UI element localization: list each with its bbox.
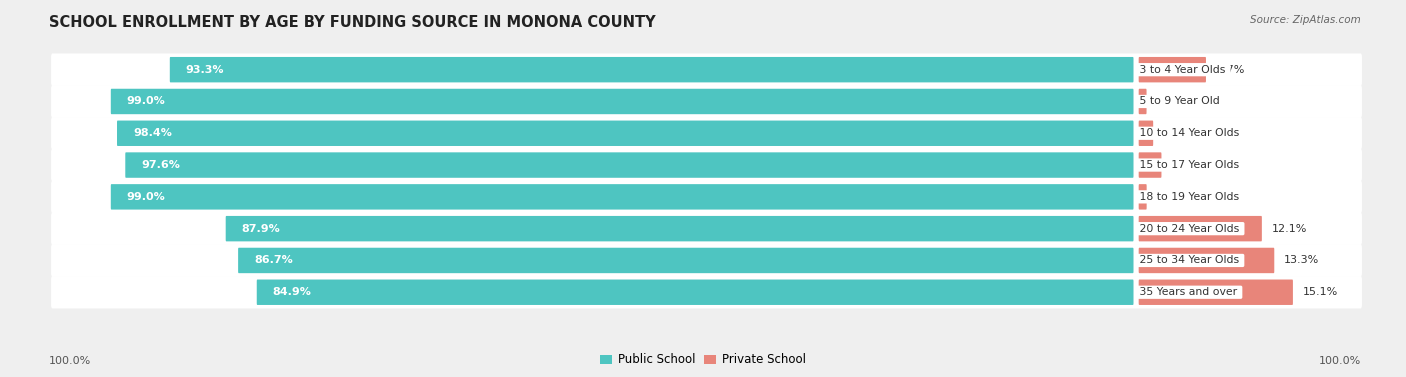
FancyBboxPatch shape: [1139, 152, 1161, 178]
FancyBboxPatch shape: [111, 184, 1133, 210]
Text: 13.3%: 13.3%: [1284, 256, 1319, 265]
FancyBboxPatch shape: [51, 212, 1362, 245]
Text: Source: ZipAtlas.com: Source: ZipAtlas.com: [1250, 15, 1361, 25]
Text: 20 to 24 Year Olds: 20 to 24 Year Olds: [1136, 224, 1243, 234]
FancyBboxPatch shape: [257, 279, 1133, 305]
Text: 100.0%: 100.0%: [1319, 356, 1361, 366]
FancyBboxPatch shape: [51, 149, 1362, 181]
Text: 99.0%: 99.0%: [127, 192, 166, 202]
FancyBboxPatch shape: [125, 152, 1133, 178]
Text: 12.1%: 12.1%: [1271, 224, 1308, 234]
FancyBboxPatch shape: [117, 121, 1133, 146]
FancyBboxPatch shape: [51, 181, 1362, 213]
Text: 25 to 34 Year Olds: 25 to 34 Year Olds: [1136, 256, 1243, 265]
Text: 10 to 14 Year Olds: 10 to 14 Year Olds: [1136, 128, 1243, 138]
FancyBboxPatch shape: [238, 248, 1133, 273]
FancyBboxPatch shape: [1139, 57, 1206, 83]
Text: SCHOOL ENROLLMENT BY AGE BY FUNDING SOURCE IN MONONA COUNTY: SCHOOL ENROLLMENT BY AGE BY FUNDING SOUR…: [49, 15, 655, 30]
Text: 5 to 9 Year Old: 5 to 9 Year Old: [1136, 97, 1223, 106]
Text: 0.96%: 0.96%: [1156, 97, 1192, 106]
FancyBboxPatch shape: [51, 54, 1362, 86]
FancyBboxPatch shape: [170, 57, 1133, 83]
FancyBboxPatch shape: [1139, 216, 1261, 241]
Text: 84.9%: 84.9%: [273, 287, 312, 297]
Text: 99.0%: 99.0%: [127, 97, 166, 106]
FancyBboxPatch shape: [1139, 279, 1294, 305]
Text: 15.1%: 15.1%: [1303, 287, 1339, 297]
Text: 35 Years and over: 35 Years and over: [1136, 287, 1240, 297]
Text: 2.4%: 2.4%: [1171, 160, 1199, 170]
Text: 3 to 4 Year Olds: 3 to 4 Year Olds: [1136, 65, 1229, 75]
FancyBboxPatch shape: [1139, 248, 1274, 273]
Text: 86.7%: 86.7%: [254, 256, 292, 265]
FancyBboxPatch shape: [51, 85, 1362, 118]
Text: 18 to 19 Year Olds: 18 to 19 Year Olds: [1136, 192, 1243, 202]
FancyBboxPatch shape: [51, 276, 1362, 308]
Text: 87.9%: 87.9%: [242, 224, 280, 234]
Text: 100.0%: 100.0%: [49, 356, 91, 366]
Text: 98.4%: 98.4%: [134, 128, 172, 138]
Text: 97.6%: 97.6%: [142, 160, 180, 170]
Text: 1.6%: 1.6%: [1163, 128, 1191, 138]
FancyBboxPatch shape: [1139, 89, 1146, 114]
Text: 0.97%: 0.97%: [1157, 192, 1192, 202]
FancyBboxPatch shape: [51, 244, 1362, 277]
Legend: Public School, Private School: Public School, Private School: [595, 349, 811, 371]
Text: 6.7%: 6.7%: [1216, 65, 1244, 75]
FancyBboxPatch shape: [1139, 184, 1147, 210]
FancyBboxPatch shape: [51, 117, 1362, 150]
Text: 93.3%: 93.3%: [186, 65, 225, 75]
FancyBboxPatch shape: [226, 216, 1133, 241]
Text: 15 to 17 Year Olds: 15 to 17 Year Olds: [1136, 160, 1243, 170]
FancyBboxPatch shape: [111, 89, 1133, 114]
FancyBboxPatch shape: [1139, 121, 1153, 146]
